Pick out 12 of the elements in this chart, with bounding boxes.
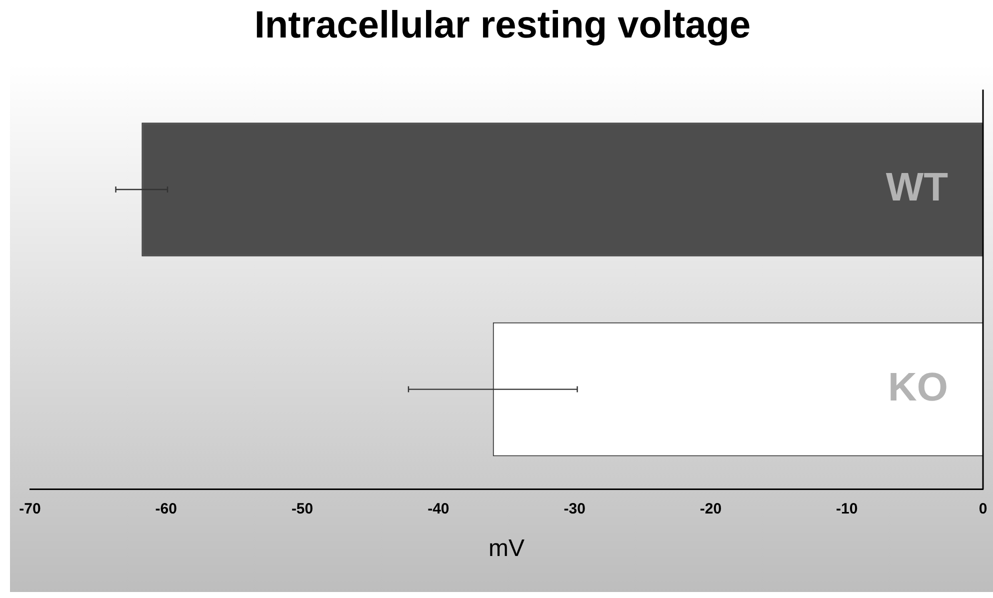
chart-title: Intracellular resting voltage xyxy=(254,4,751,46)
x-axis-title: mV xyxy=(488,535,524,562)
x-tick-label: -10 xyxy=(836,500,858,518)
x-tick-label: -50 xyxy=(291,500,314,518)
x-tick-label: -30 xyxy=(564,500,586,518)
y-tick-label: KO xyxy=(888,365,948,410)
x-tick-label: -20 xyxy=(700,500,722,518)
y-tick-label: WT xyxy=(886,166,948,210)
x-tick-label: -60 xyxy=(155,500,177,518)
x-tick-label: -70 xyxy=(19,500,41,518)
x-tick-label: -40 xyxy=(428,500,450,518)
x-tick-label: 0 xyxy=(978,500,988,518)
